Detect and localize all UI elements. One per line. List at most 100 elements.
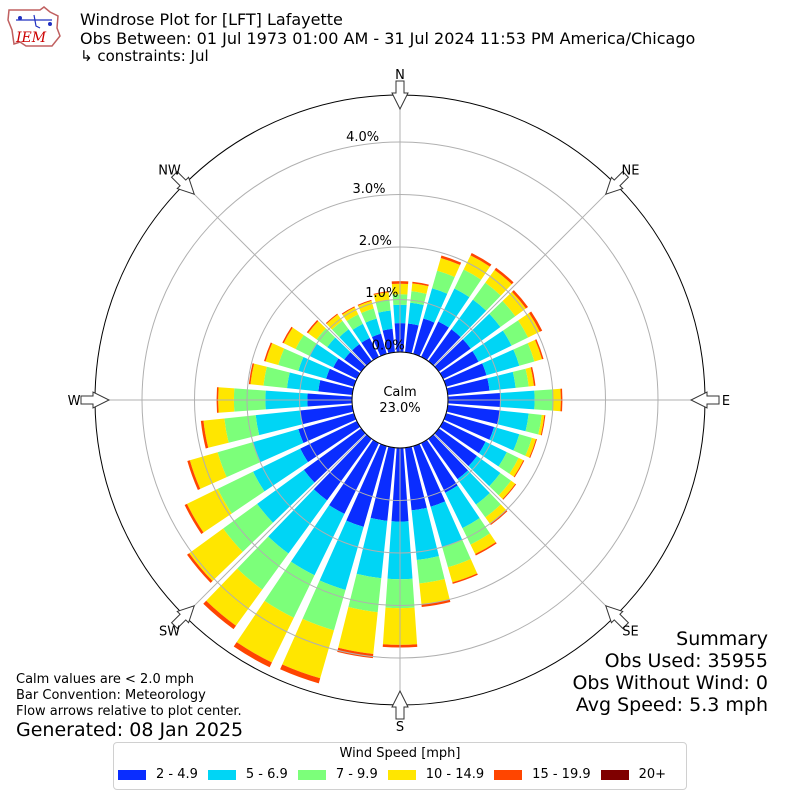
bar-350-bin-0 (382, 328, 395, 354)
bar-160-bin-4 (452, 573, 478, 584)
bar-140-bin-2 (476, 493, 501, 518)
bar-130-bin-2 (489, 472, 512, 496)
bar-190-bin-0 (370, 446, 395, 521)
flow-arrow-icon (391, 689, 409, 720)
bar-20-bin-3 (437, 257, 461, 278)
legend-label: 7 - 9.9 (335, 767, 378, 782)
bar-240-bin-4 (184, 503, 204, 534)
bar-40-bin-0 (428, 329, 461, 366)
bar-220-bin-4 (203, 600, 237, 630)
flow-arrow-icon (170, 604, 196, 630)
radial-tick-label: 1.0% (365, 286, 398, 301)
bar-320-bin-4 (325, 313, 338, 324)
compass-label-n: N (395, 68, 405, 83)
bar-310-bin-4 (306, 319, 319, 334)
bar-210-bin-2 (264, 561, 315, 618)
bar-330-bin-4 (341, 306, 355, 315)
direction-250 (187, 413, 357, 490)
bar-130-bin-4 (502, 483, 517, 500)
calm-value: 23.0% (379, 401, 420, 416)
direction-130 (434, 428, 517, 500)
bar-340-bin-2 (361, 308, 377, 323)
bar-70-bin-4 (534, 339, 544, 360)
bar-260-bin-2 (224, 415, 260, 443)
bar-320-bin-3 (326, 314, 343, 330)
direction-30 (421, 253, 492, 361)
bar-60-bin-1 (472, 330, 512, 362)
bar-100-bin-4 (540, 415, 546, 436)
bar-70-bin-1 (482, 349, 520, 376)
bar-150-bin-3 (470, 533, 496, 555)
legend-label: 5 - 6.9 (245, 767, 288, 782)
bar-310-bin-2 (316, 328, 336, 348)
bar-310-bin-3 (308, 321, 326, 340)
bar-50-bin-0 (434, 339, 471, 372)
bar-100-bin-3 (538, 414, 545, 436)
bar-150-bin-4 (475, 542, 497, 556)
bar-110-bin-1 (489, 426, 520, 451)
direction-60 (439, 311, 543, 379)
bar-100-bin-0 (446, 405, 500, 425)
chart-title: Windrose Plot for [LFT] Lafayette (80, 10, 343, 29)
bar-110-bin-3 (525, 437, 536, 458)
bar-320-bin-0 (352, 344, 372, 366)
bar-250-bin-0 (298, 413, 357, 444)
bar-250-bin-1 (252, 429, 304, 463)
bar-260-bin-1 (255, 410, 303, 436)
bar-150-bin-1 (445, 485, 480, 529)
note-calm-values: Calm values are < 2.0 mph (16, 672, 195, 687)
bar-60-bin-2 (502, 320, 529, 346)
legend: Wind Speed [mph] 2 - 4.9 5 - 6.9 7 - 9.9 10… (113, 742, 687, 790)
bar-80-bin-2 (512, 368, 529, 388)
legend-label: 2 - 4.9 (156, 767, 198, 782)
radial-tick-label: 3.0% (352, 182, 385, 197)
bar-330-bin-0 (361, 337, 379, 361)
bar-120-bin-3 (509, 457, 524, 477)
calm-circle (351, 351, 449, 449)
bar-110-bin-4 (529, 438, 537, 458)
summary-obs-without-wind: Obs Without Wind: 0 (572, 672, 768, 694)
bar-190-bin-3 (338, 607, 378, 654)
bar-200-bin-0 (346, 443, 387, 527)
bar-60-bin-0 (439, 351, 479, 379)
spoke-135 (433, 433, 617, 617)
bar-230-bin-1 (257, 469, 315, 523)
legend-item-5: 20+ (600, 767, 666, 782)
legend-item-4: 15 - 19.9 (494, 767, 591, 782)
direction-230 (187, 428, 366, 583)
bar-20-bin-4 (440, 255, 462, 266)
direction-170 (405, 446, 451, 607)
bar-230-bin-3 (189, 528, 243, 582)
bar-230-bin-0 (303, 428, 366, 483)
direction-160 (413, 443, 478, 584)
bar-280-bin-1 (287, 372, 321, 392)
bar-160-bin-1 (430, 501, 463, 548)
bar-220-bin-0 (313, 434, 372, 501)
bar-350-bin-4 (373, 291, 389, 295)
legend-item-0: 2 - 4.9 (118, 767, 198, 782)
bar-120-bin-1 (478, 441, 507, 467)
bar-80-bin-0 (446, 378, 490, 395)
bar-110-bin-2 (513, 434, 532, 456)
bar-70-bin-2 (513, 343, 535, 366)
direction-290 (264, 342, 357, 387)
bar-30-bin-1 (438, 288, 470, 328)
bar-120-bin-4 (513, 460, 525, 478)
legend-label: 10 - 14.9 (425, 767, 485, 782)
bar-220-bin-2 (237, 536, 289, 590)
bar-280-bin-3 (250, 363, 267, 386)
spoke-225 (183, 433, 367, 617)
note-bar-convention: Bar Convention: Meteorology (16, 688, 206, 703)
bar-10-bin-0 (405, 323, 419, 354)
obs-between: Obs Between: 01 Jul 1973 01:00 AM - 31 J… (80, 29, 696, 48)
bar-70-bin-3 (527, 339, 543, 362)
bar-230-bin-4 (187, 553, 213, 583)
compass-label-ne: NE (622, 164, 640, 179)
direction-190 (337, 446, 395, 659)
bar-50-bin-3 (502, 291, 526, 317)
bar-50-bin-4 (511, 290, 529, 309)
bar-320-bin-1 (339, 329, 360, 351)
flow-arrow-icon (80, 391, 111, 409)
bar-170-bin-3 (419, 579, 450, 605)
